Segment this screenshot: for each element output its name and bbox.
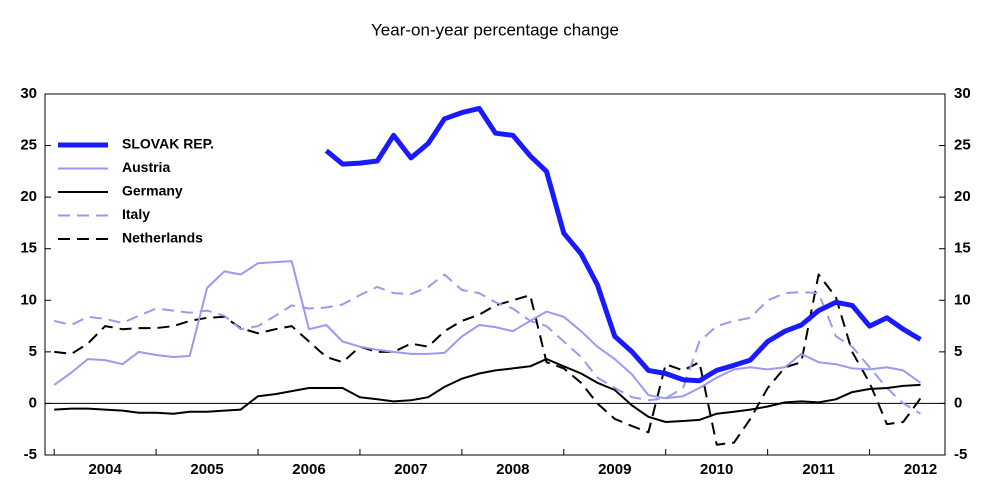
x-tick-label: 2007: [394, 461, 427, 478]
series-line: [53, 260, 922, 400]
x-tick-label: 2011: [802, 461, 835, 478]
legend-label: Italy: [122, 206, 150, 222]
y-tick-label: 20: [20, 188, 37, 205]
y2-tick-label: 10: [954, 291, 971, 308]
series-line: [54, 273, 922, 446]
chart-title: Year-on-year percentage change: [371, 20, 619, 39]
x-tick-label: 2004: [88, 461, 122, 478]
x-tick-label: 2010: [700, 461, 733, 478]
plot-frame: [44, 93, 946, 456]
y2-tick-label: 20: [954, 188, 971, 205]
y-tick-label: 25: [20, 137, 37, 154]
y-tick-label: 0: [29, 394, 37, 411]
x-tick-label: 2005: [190, 461, 223, 478]
y-tick-label: 30: [20, 85, 37, 102]
y2-tick-label: 25: [954, 137, 971, 154]
legend-label: Austria: [122, 159, 170, 175]
y-tick-label: 5: [29, 343, 37, 360]
x-tick-label: 2012: [904, 461, 937, 478]
series-line: [54, 358, 921, 423]
legend-label: Germany: [122, 183, 183, 199]
y-tick-label: 10: [20, 291, 37, 308]
legend-label: SLOVAK REP.: [122, 136, 214, 152]
series-line: [53, 273, 922, 415]
y-tick-label: 15: [20, 240, 37, 257]
x-tick-label: 2009: [598, 461, 631, 478]
y-tick-label: -5: [24, 446, 37, 463]
y2-tick-label: 0: [954, 394, 962, 411]
x-tick-label: 2008: [496, 461, 529, 478]
y2-tick-label: -5: [954, 446, 967, 463]
y2-tick-label: 30: [954, 85, 971, 102]
y2-tick-label: 5: [954, 343, 962, 360]
x-tick-label: 2006: [292, 461, 325, 478]
series-line: [324, 105, 922, 384]
legend-label: Netherlands: [122, 230, 203, 246]
y2-tick-label: 15: [954, 240, 971, 257]
